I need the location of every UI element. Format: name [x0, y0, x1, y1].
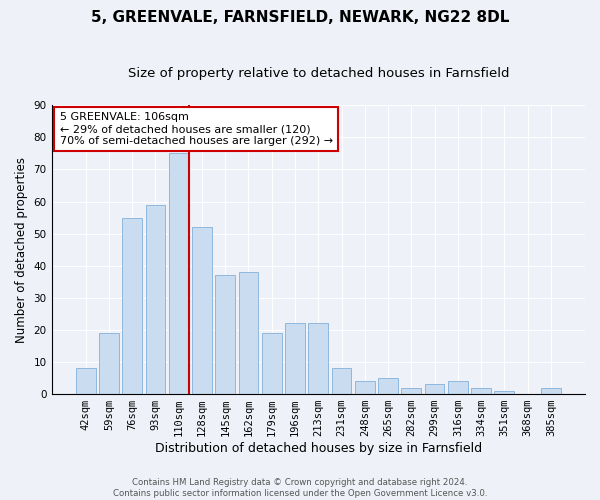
Bar	[285, 324, 305, 394]
Bar	[76, 368, 95, 394]
Bar	[332, 368, 352, 394]
X-axis label: Distribution of detached houses by size in Farnsfield: Distribution of detached houses by size …	[155, 442, 482, 455]
Text: 5, GREENVALE, FARNSFIELD, NEWARK, NG22 8DL: 5, GREENVALE, FARNSFIELD, NEWARK, NG22 8…	[91, 10, 509, 25]
Bar	[471, 388, 491, 394]
Bar	[122, 218, 142, 394]
Bar	[494, 391, 514, 394]
Y-axis label: Number of detached properties: Number of detached properties	[15, 156, 28, 342]
Bar	[146, 205, 166, 394]
Bar	[99, 333, 119, 394]
Bar	[239, 272, 259, 394]
Bar	[192, 227, 212, 394]
Bar	[215, 276, 235, 394]
Bar	[448, 381, 468, 394]
Bar	[401, 388, 421, 394]
Text: 5 GREENVALE: 106sqm
← 29% of detached houses are smaller (120)
70% of semi-detac: 5 GREENVALE: 106sqm ← 29% of detached ho…	[59, 112, 332, 146]
Bar	[308, 324, 328, 394]
Text: Contains HM Land Registry data © Crown copyright and database right 2024.
Contai: Contains HM Land Registry data © Crown c…	[113, 478, 487, 498]
Bar	[169, 154, 188, 394]
Bar	[425, 384, 445, 394]
Bar	[355, 381, 374, 394]
Bar	[378, 378, 398, 394]
Title: Size of property relative to detached houses in Farnsfield: Size of property relative to detached ho…	[128, 68, 509, 80]
Bar	[262, 333, 281, 394]
Bar	[541, 388, 561, 394]
